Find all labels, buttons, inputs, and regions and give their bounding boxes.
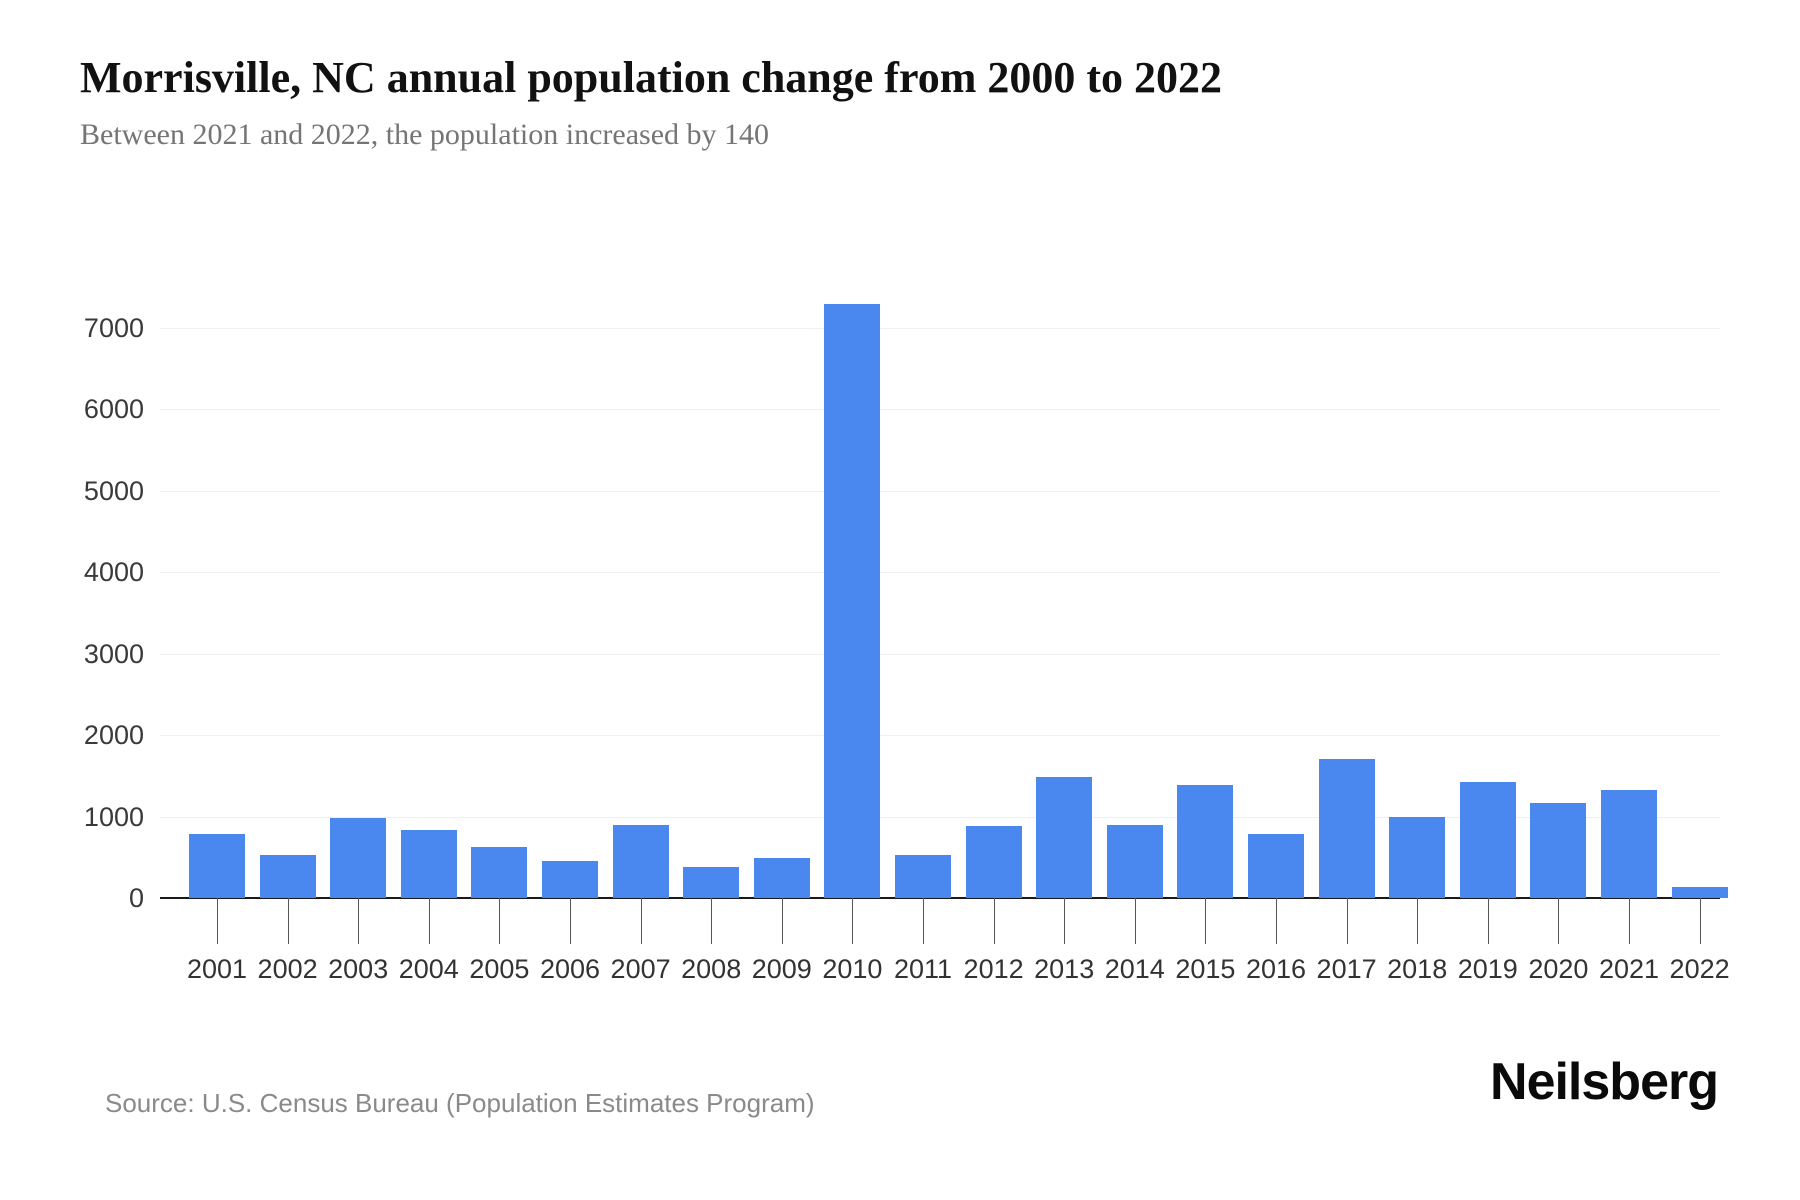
x-axis-label-2016: 2016: [1245, 954, 1307, 984]
x-axis-label-2017: 2017: [1316, 954, 1377, 984]
gridline-5000: [160, 490, 1720, 492]
y-axis-label-1000: 1000: [83, 801, 144, 832]
x-axis-tick-2012: [993, 898, 995, 944]
bar-2011[interactable]: [895, 854, 951, 898]
x-axis-label-2003: 2003: [328, 954, 389, 984]
gridline-7000: [160, 327, 1720, 329]
gridline-1000: [160, 816, 1720, 818]
x-axis-tick-2017: [1346, 898, 1348, 944]
y-axis-label-0: 0: [128, 883, 144, 913]
x-axis-label-2021: 2021: [1598, 954, 1660, 984]
bar-2002[interactable]: [259, 854, 316, 898]
x-axis-tick-2011: [923, 898, 924, 944]
y-axis-label-3000: 3000: [83, 638, 144, 669]
x-axis-tick-2022: [1699, 898, 1701, 944]
gridline-6000: [160, 409, 1720, 410]
x-axis-label-2005: 2005: [469, 954, 530, 984]
x-axis-tick-2015: [1205, 898, 1207, 944]
x-axis-label-2013: 2013: [1034, 954, 1095, 984]
x-axis-tick-2020: [1558, 898, 1560, 944]
x-axis-tick-2013: [1064, 898, 1066, 944]
bar-2013[interactable]: [1036, 777, 1093, 898]
x-axis-tick-2016: [1276, 898, 1277, 944]
x-axis-tick-2005: [499, 898, 501, 944]
bar-2021[interactable]: [1601, 790, 1657, 898]
bar-2015[interactable]: [1177, 785, 1234, 898]
x-axis-tick-2021: [1629, 898, 1630, 944]
bar-2010[interactable]: [824, 303, 881, 898]
gridline-4000: [160, 572, 1720, 573]
x-axis-tick-2019: [1487, 898, 1489, 944]
bar-2012[interactable]: [965, 826, 1022, 898]
bar-chart-plot-area: 0 1000 2000 3000 4000 5000 6000 7000 2001 2002 200…: [84, 240, 1730, 984]
x-axis-line: [160, 897, 1720, 899]
x-axis-label-2007: 2007: [610, 954, 671, 984]
bar-2003[interactable]: [330, 817, 387, 898]
bar-2004[interactable]: [400, 829, 457, 898]
x-axis-tick-2007: [640, 898, 642, 944]
x-axis-tick-2004: [428, 898, 430, 944]
bar-2001[interactable]: [189, 834, 245, 898]
chart-subtitle: Between 2021 and 2022, the population in…: [80, 118, 770, 151]
x-axis-label-2010: 2010: [822, 954, 883, 984]
x-axis-label-2018: 2018: [1387, 954, 1448, 984]
bar-2006[interactable]: [542, 861, 598, 898]
bar-2022[interactable]: [1671, 886, 1728, 898]
x-axis-label-2001: 2001: [186, 954, 248, 984]
chart-title: Morrisville, NC annual population change…: [80, 53, 1223, 102]
x-axis-label-2019: 2019: [1457, 954, 1518, 984]
bar-2005[interactable]: [471, 847, 528, 898]
x-axis-label-2011: 2011: [893, 954, 953, 984]
y-axis-label-2000: 2000: [83, 720, 144, 750]
x-axis-tick-2001: [217, 898, 218, 944]
bar-2018[interactable]: [1389, 817, 1446, 898]
x-axis-tick-2006: [570, 898, 571, 944]
x-axis-tick-2014: [1134, 898, 1136, 944]
x-axis-label-2020: 2020: [1528, 954, 1589, 984]
x-axis-label-2008: 2008: [681, 954, 742, 984]
x-axis-tick-2009: [781, 898, 783, 944]
bar-2014[interactable]: [1106, 825, 1163, 898]
gridline-2000: [160, 735, 1720, 736]
x-axis-tick-2018: [1417, 898, 1419, 944]
bar-2019[interactable]: [1459, 782, 1516, 898]
y-axis-label-6000: 6000: [83, 394, 144, 424]
gridline-3000: [160, 653, 1720, 655]
x-axis-label-2012: 2012: [963, 954, 1024, 984]
x-axis-label-2009: 2009: [751, 954, 812, 984]
y-axis-label-7000: 7000: [83, 312, 144, 343]
x-axis-tick-2008: [711, 898, 713, 944]
bar-2008[interactable]: [683, 867, 740, 898]
x-axis-label-2002: 2002: [257, 954, 318, 984]
x-axis-label-2015: 2015: [1175, 954, 1236, 984]
x-axis-label-2014: 2014: [1104, 954, 1165, 984]
x-axis-tick-2003: [358, 898, 360, 944]
y-axis-label-5000: 5000: [83, 475, 144, 506]
source-caption: Source: U.S. Census Bureau (Population E…: [105, 1088, 815, 1118]
y-axis-label-4000: 4000: [83, 557, 144, 587]
neilsberg-logo[interactable]: Neilsberg: [1490, 1053, 1719, 1111]
bar-2007[interactable]: [612, 825, 669, 898]
bar-2020[interactable]: [1530, 803, 1587, 898]
x-axis-label-2006: 2006: [539, 954, 601, 984]
x-axis-tick-2010: [852, 898, 854, 944]
x-axis-label-2022: 2022: [1669, 954, 1730, 984]
bar-2009[interactable]: [753, 858, 810, 898]
x-axis-tick-2002: [287, 898, 289, 944]
x-axis-label-2004: 2004: [398, 954, 459, 984]
bar-2016[interactable]: [1248, 833, 1304, 898]
bar-2017[interactable]: [1318, 758, 1375, 898]
